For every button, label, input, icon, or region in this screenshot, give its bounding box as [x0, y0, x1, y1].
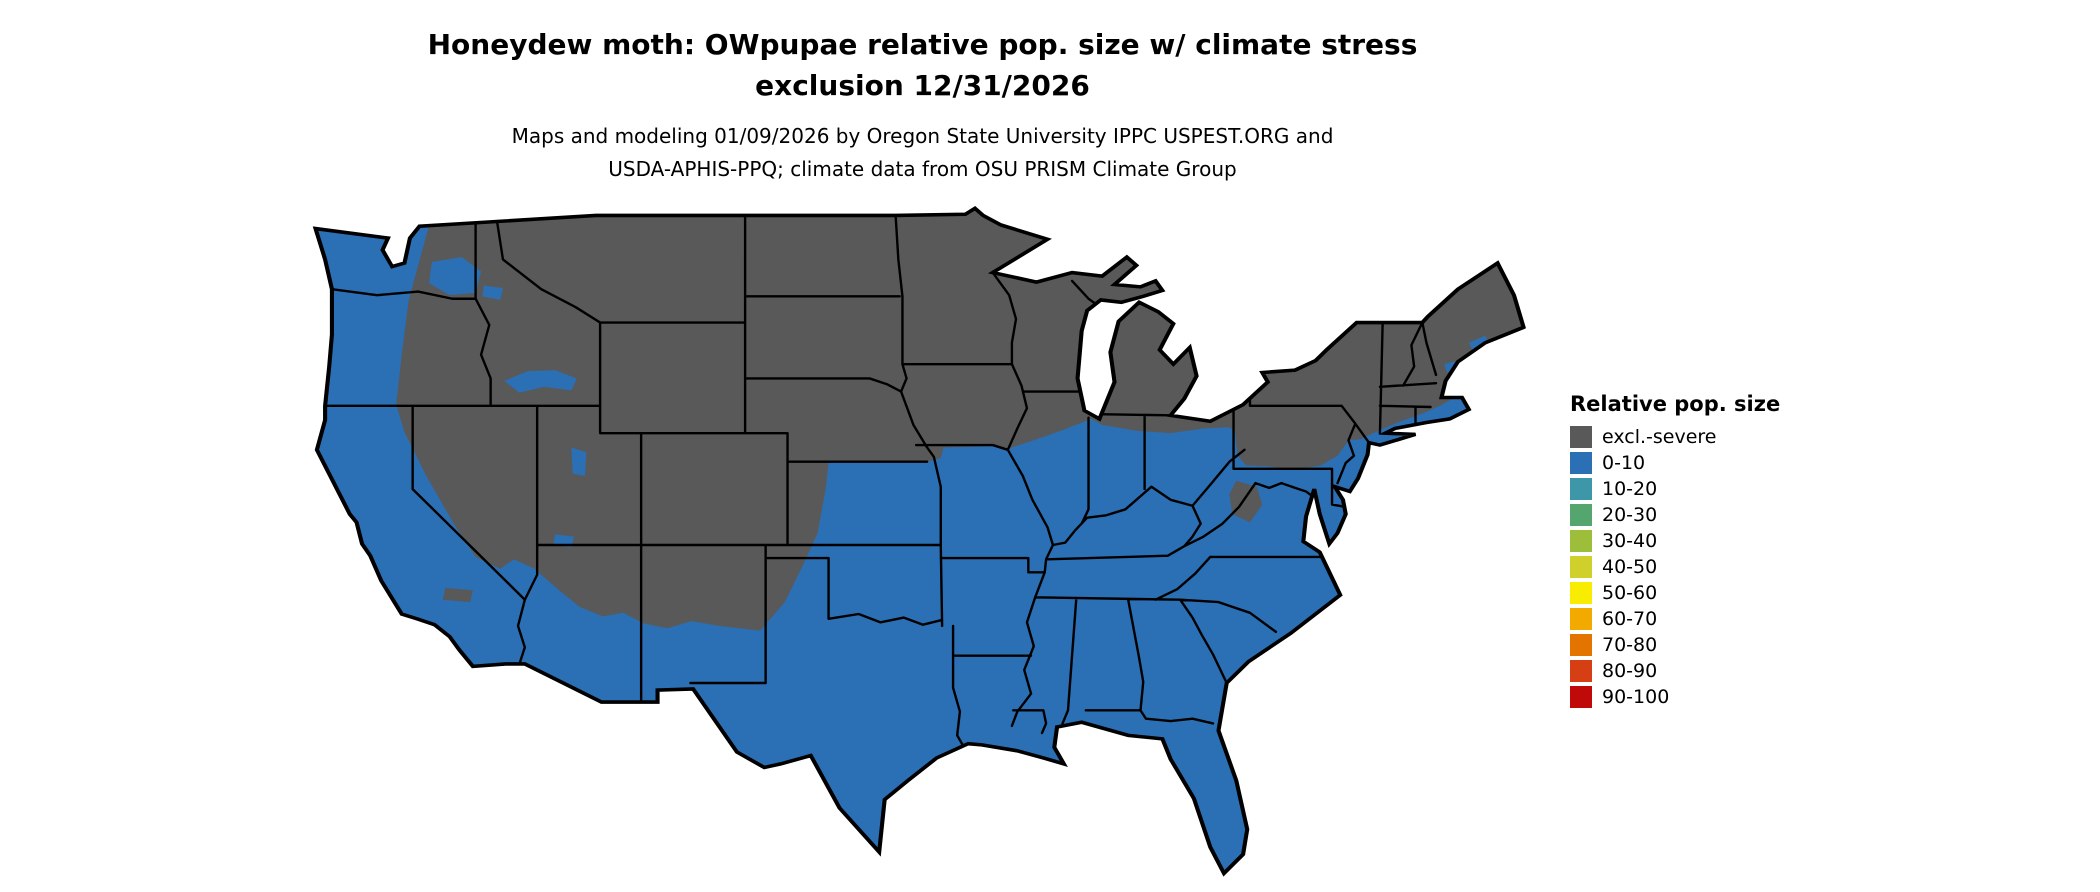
legend-entry: 90-100: [1570, 686, 1780, 708]
legend-label: 10-20: [1602, 478, 1658, 500]
legend-label: 40-50: [1602, 556, 1658, 578]
legend-entry: 10-20: [1570, 478, 1780, 500]
legend-label: 60-70: [1602, 608, 1658, 630]
legend-entry: 80-90: [1570, 660, 1780, 682]
us-map: [295, 200, 1540, 890]
legend-swatch: [1570, 530, 1592, 552]
legend: Relative pop. size excl.-severe 0-10 10-20…: [1570, 392, 1780, 712]
legend-label: 0-10: [1602, 452, 1646, 474]
legend-swatch: [1570, 660, 1592, 682]
legend-rows: excl.-severe 0-10 10-20 20-30 30-40 40-50 50-6…: [1570, 426, 1780, 708]
legend-label: 70-80: [1602, 634, 1658, 656]
us-map-container: [295, 200, 1540, 890]
legend-entry: 60-70: [1570, 608, 1780, 630]
legend-label: excl.-severe: [1602, 426, 1717, 448]
legend-entry: 70-80: [1570, 634, 1780, 656]
legend-entry: 30-40: [1570, 530, 1780, 552]
legend-label: 50-60: [1602, 582, 1658, 604]
legend-entry: excl.-severe: [1570, 426, 1780, 448]
legend-swatch: [1570, 556, 1592, 578]
legend-swatch: [1570, 634, 1592, 656]
subtitle-line-2: USDA-APHIS-PPQ; climate data from OSU PR…: [608, 157, 1237, 181]
title-line-2: exclusion 12/31/2026: [755, 69, 1090, 102]
state-borders-path: [325, 215, 1436, 744]
legend-entry: 0-10: [1570, 452, 1780, 474]
legend-label: 20-30: [1602, 504, 1658, 526]
legend-label: 90-100: [1602, 686, 1670, 708]
page-title: Honeydew moth: OWpupae relative pop. siz…: [0, 24, 1845, 106]
legend-swatch: [1570, 608, 1592, 630]
title-line-1: Honeydew moth: OWpupae relative pop. siz…: [427, 28, 1418, 61]
legend-title: Relative pop. size: [1570, 392, 1781, 416]
legend-entry: 40-50: [1570, 556, 1780, 578]
legend-swatch: [1570, 452, 1592, 474]
legend-label: 30-40: [1602, 530, 1658, 552]
legend-swatch: [1570, 582, 1592, 604]
legend-label: 80-90: [1602, 660, 1658, 682]
legend-swatch: [1570, 686, 1592, 708]
figure-header: Honeydew moth: OWpupae relative pop. siz…: [0, 24, 1845, 186]
legend-swatch: [1570, 426, 1592, 448]
legend-entry: 50-60: [1570, 582, 1780, 604]
legend-swatch: [1570, 478, 1592, 500]
figure-subtitle: Maps and modeling 01/09/2026 by Oregon S…: [0, 120, 1845, 186]
legend-entry: 20-30: [1570, 504, 1780, 526]
legend-swatch: [1570, 504, 1592, 526]
subtitle-line-1: Maps and modeling 01/09/2026 by Oregon S…: [511, 124, 1334, 148]
